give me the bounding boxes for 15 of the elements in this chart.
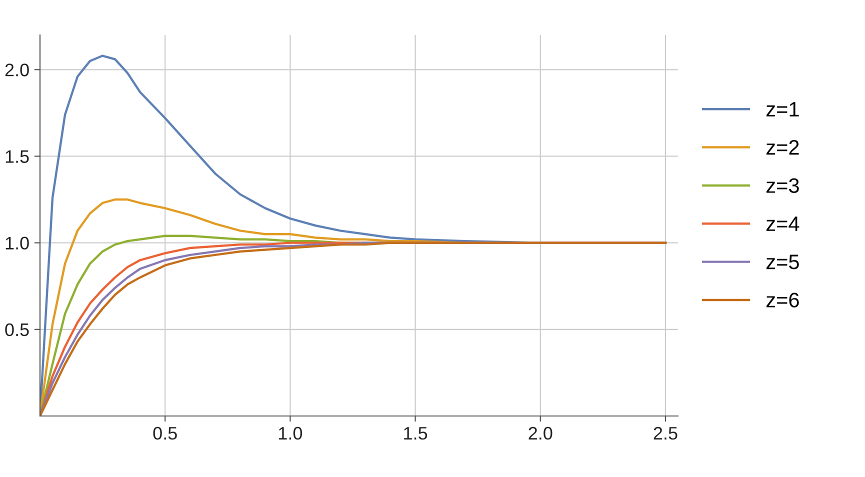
y-tick-label: 0.5 [5,323,29,336]
x-tick-label: 1.5 [404,427,428,440]
y-tick-label: 1.5 [6,150,29,163]
legend-label: z=4 [766,216,800,231]
legend-label: z=2 [766,140,799,155]
x-tick-label: 2.0 [528,426,552,440]
legend-label: z=5 [766,254,799,270]
legend-label: z=1 [766,102,799,116]
x-tick-label: 1.0 [279,426,302,440]
y-tick-label: 2.0 [5,64,29,76]
y-tick-label: 1.0 [6,236,29,250]
x-tick-label: 2.5 [654,426,678,440]
x-tick-label: 0.5 [153,426,177,440]
legend-label: z=3 [766,178,799,193]
legend-label: z=6 [766,292,799,308]
